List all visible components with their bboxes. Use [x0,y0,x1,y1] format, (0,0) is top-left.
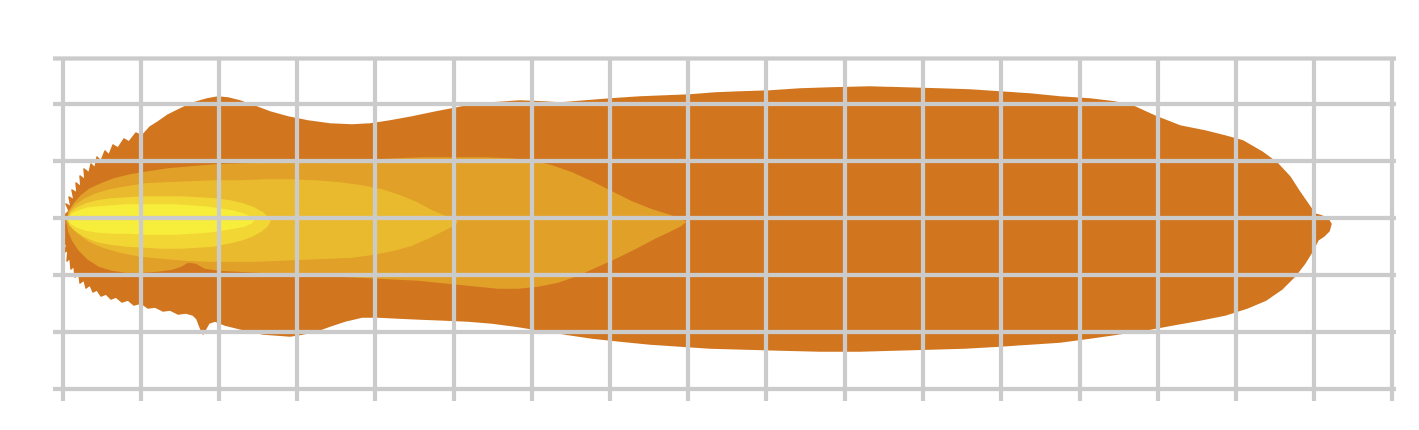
grid-lines [53,56,1396,401]
